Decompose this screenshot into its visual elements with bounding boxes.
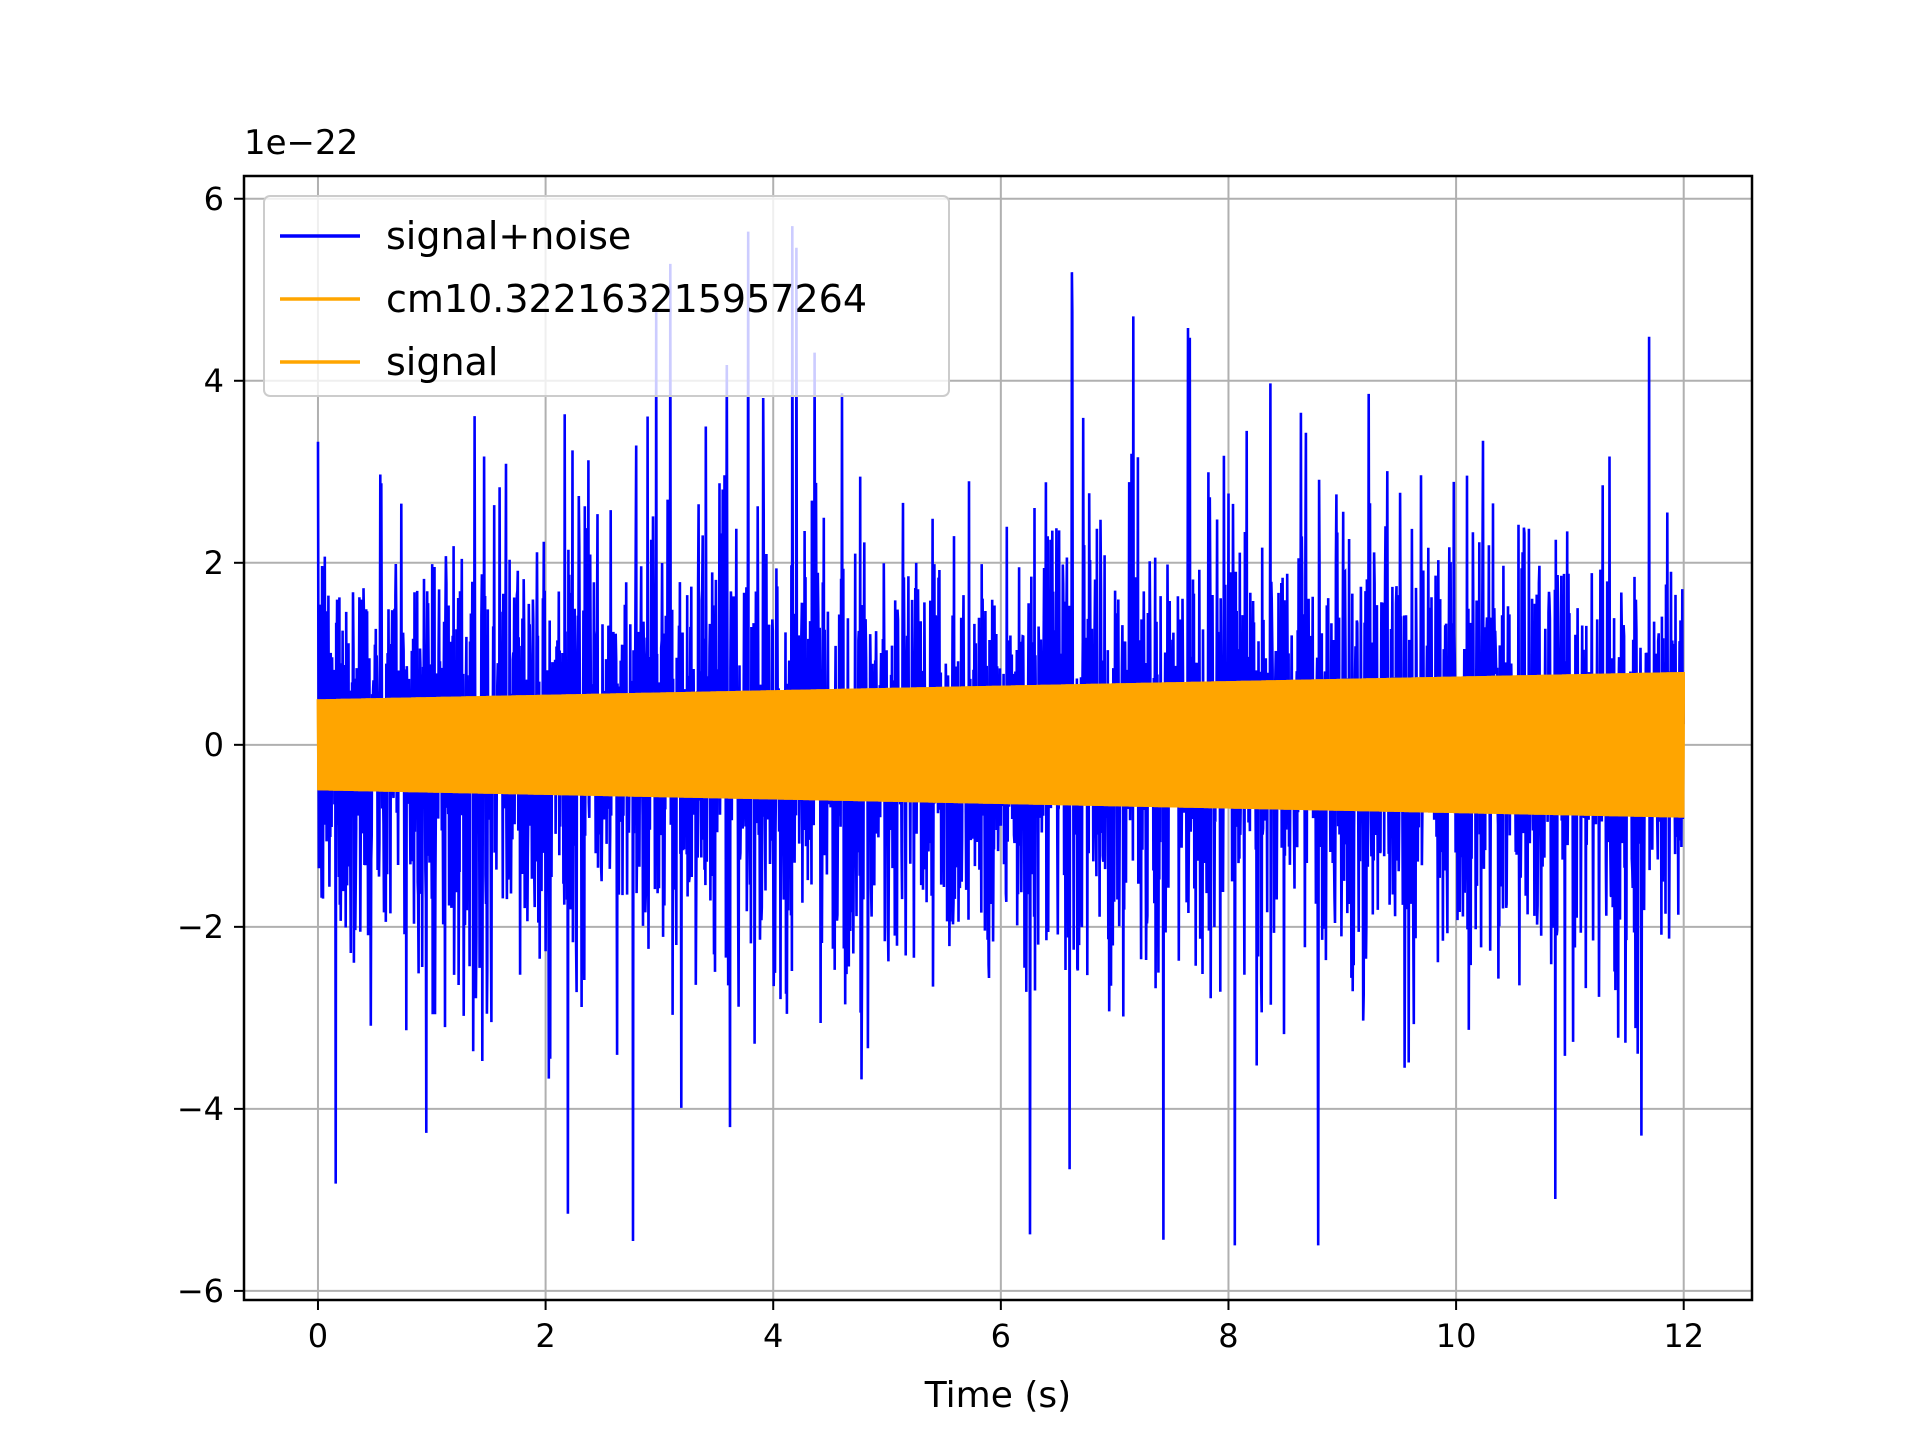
legend-entry-label: signal+noise [386, 214, 631, 258]
x-axis-label: Time (s) [924, 1375, 1071, 1416]
y-tick-label: 6 [204, 180, 224, 218]
series-signal-line [316, 671, 1685, 818]
x-tick-label: 4 [763, 1317, 783, 1355]
x-tick-label: 6 [991, 1317, 1011, 1355]
x-tick-label: 10 [1436, 1317, 1477, 1355]
x-tick-label: 12 [1663, 1317, 1704, 1355]
y-offset-label: 1e−22 [244, 123, 358, 163]
y-tick-label: 2 [204, 544, 224, 582]
plot-area [316, 226, 1685, 1246]
legend: signal+noise cm10.322163215957264 signal [263, 195, 950, 397]
y-tick-label: 4 [204, 362, 224, 400]
y-tick-label: −6 [177, 1272, 224, 1310]
legend-box [263, 195, 950, 397]
x-tick-label: 0 [308, 1317, 328, 1355]
y-tick-label: −4 [177, 1090, 224, 1128]
y-tick-label: 0 [204, 726, 224, 764]
x-tick-label: 8 [1218, 1317, 1238, 1355]
ticks: 0 2 4 6 8 10 12 −6 −4 −2 0 2 4 6 [177, 180, 1704, 1355]
x-tick-label: 2 [535, 1317, 555, 1355]
legend-entry-label: cm10.322163215957264 [386, 277, 867, 321]
y-tick-label: −2 [177, 908, 224, 946]
axes-frame [242, 174, 1754, 1302]
legend-entry-label: signal [386, 340, 498, 384]
